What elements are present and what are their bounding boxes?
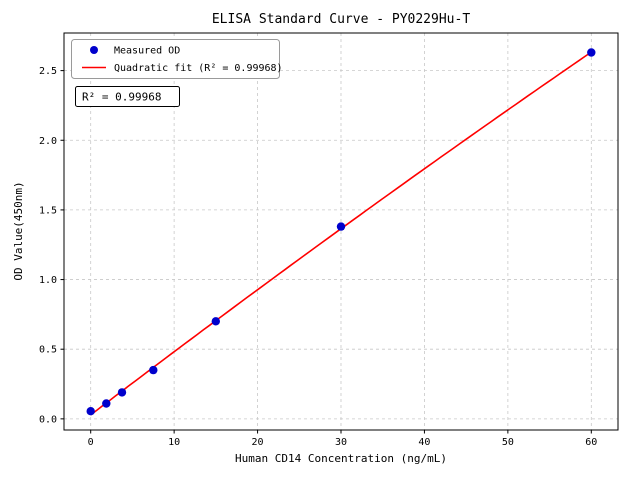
y-tick-label: 2.5 — [39, 66, 57, 77]
data-point — [117, 388, 127, 397]
data-point — [86, 407, 95, 416]
annotation-box — [75, 86, 180, 107]
x-tick-label: 30 — [335, 437, 347, 448]
x-tick-label: 50 — [502, 437, 514, 448]
y-tick-label: 2.0 — [39, 136, 57, 147]
data-point — [149, 365, 158, 375]
y-tick-label: 0.5 — [39, 345, 57, 356]
x-axis-label: Human CD14 Concentration (ng/mL) — [235, 452, 447, 465]
legend-box — [71, 39, 280, 79]
y-tick-label: 1.0 — [39, 275, 57, 286]
chart-title: ELISA Standard Curve - PY0229Hu-T — [212, 12, 470, 27]
legend-label-quadratic-fit: Quadratic fit (R² = 0.99968) — [114, 63, 283, 74]
x-tick-label: 40 — [418, 437, 430, 448]
measured-od-legend-marker-icon — [90, 46, 98, 54]
data-point — [336, 222, 346, 231]
x-tick-label: 10 — [168, 437, 180, 448]
x-tick-label: 60 — [585, 437, 597, 448]
r-squared-annotation: R² = 0.99968 — [75, 86, 180, 107]
y-tick-label: 0.0 — [39, 414, 57, 425]
x-tick-label: 0 — [88, 437, 94, 448]
legend: Measured OD Quadratic fit (R² = 0.99968) — [71, 39, 283, 79]
measured-od-points — [86, 48, 596, 416]
data-point — [102, 399, 111, 408]
x-axis-ticks: 0 10 20 30 40 50 60 — [88, 430, 597, 448]
y-axis-ticks: 0.0 0.5 1.0 1.5 2.0 2.5 — [39, 66, 64, 425]
data-point — [587, 48, 596, 57]
y-tick-label: 1.5 — [39, 205, 57, 216]
y-axis-label: OD Value(450nm) — [12, 181, 25, 280]
legend-label-measured-od: Measured OD — [114, 46, 180, 57]
annotation-text: R² = 0.99968 — [82, 91, 161, 104]
x-tick-label: 20 — [252, 437, 264, 448]
data-point — [211, 317, 220, 326]
